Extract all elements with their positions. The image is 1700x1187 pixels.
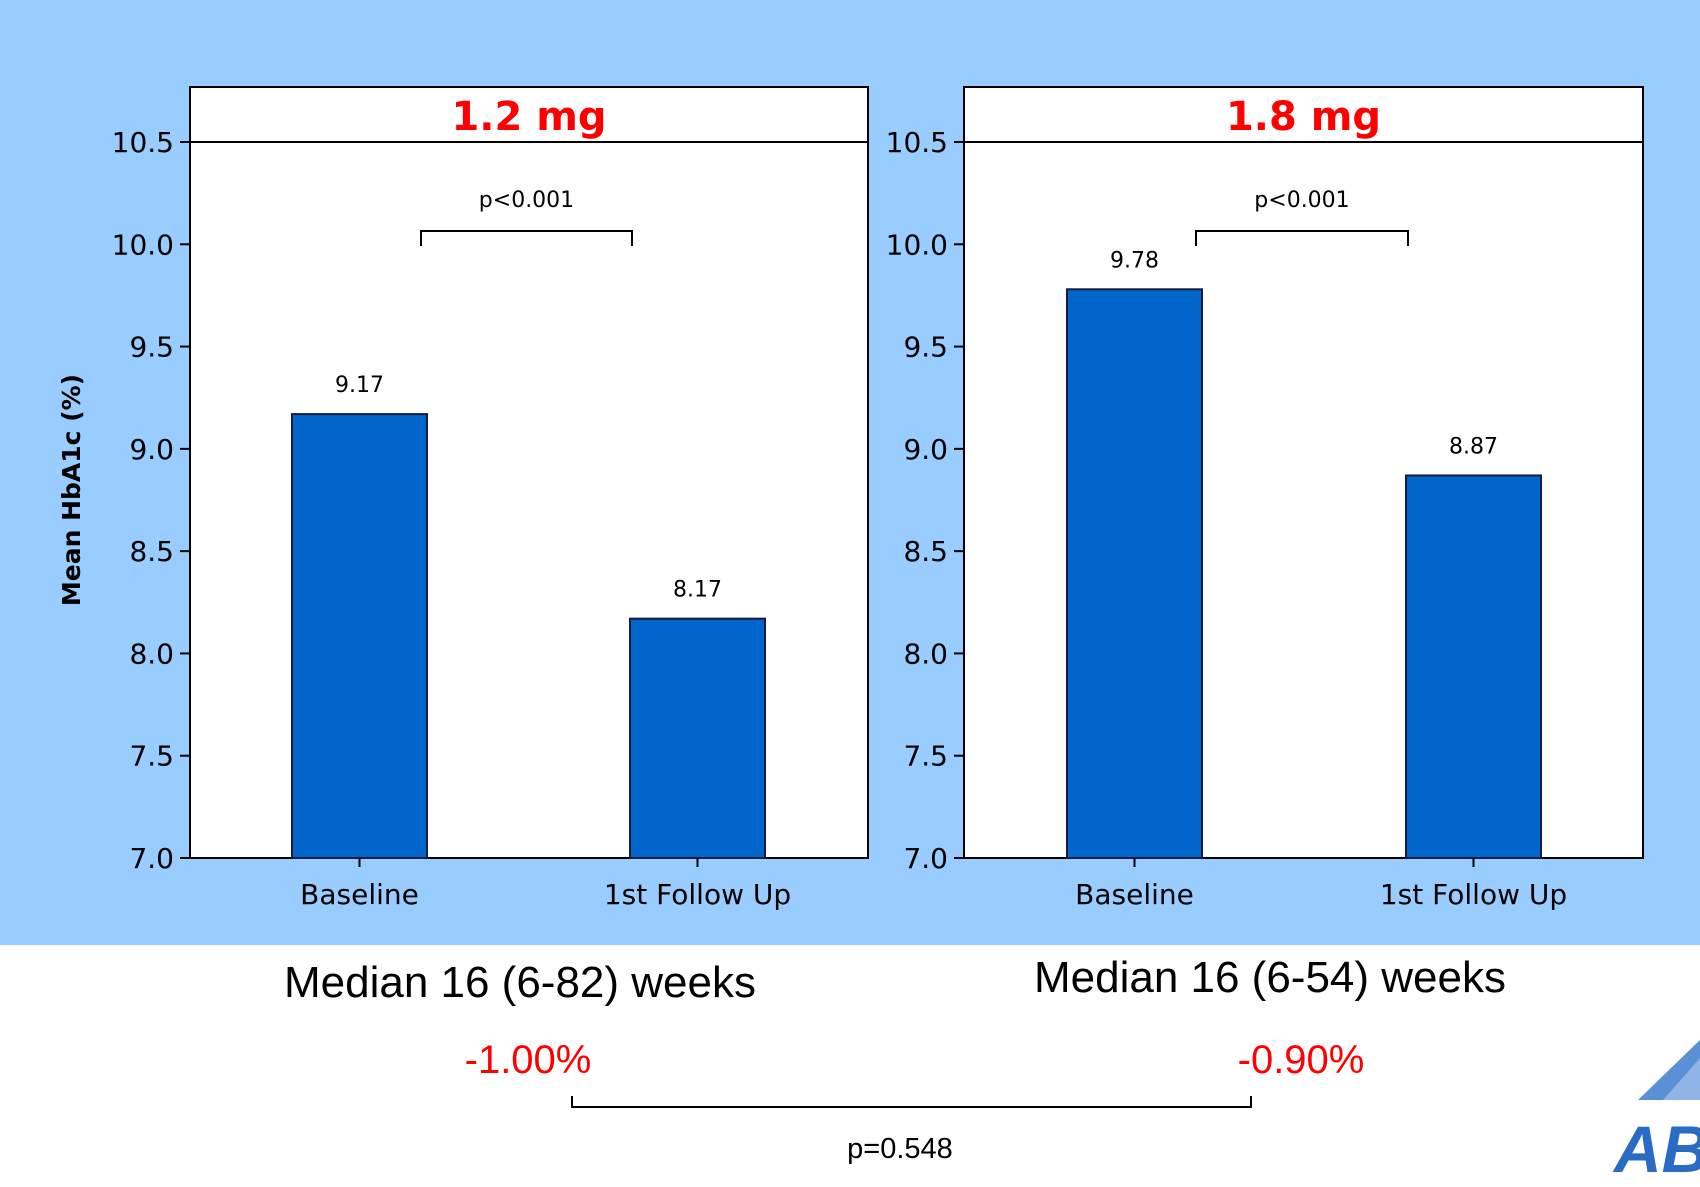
chart-panel-1-2mg: 1.2 mg 7.0 7.5 8.0 8.5 9.0 9.5 10.0 10.5 9.17 Base…: [57, 86, 869, 911]
right-duration-label: Median 16 (6-54) weeks: [1033, 953, 1506, 1002]
y-tick-label: 9.0: [903, 433, 948, 466]
y-tick-label: 10.0: [112, 228, 174, 261]
chart-area: 1.2 mg 7.0 7.5 8.0 8.5 9.0 9.5 10.0 10.5 9.17 Base…: [57, 86, 1644, 911]
y-tick-label: 9.0: [129, 433, 174, 466]
significance-bracket: [1195, 230, 1409, 246]
y-tick-label: 8.0: [903, 637, 948, 670]
y-tick-label: 9.5: [903, 331, 948, 364]
svg-text:ABC: ABC: [1612, 1112, 1700, 1186]
bar: [1405, 474, 1542, 859]
panel-title: 1.8 mg: [1226, 94, 1381, 140]
bar: [629, 617, 766, 859]
left-change-label: -1.00%: [464, 1038, 592, 1082]
significance-label: p<0.001: [479, 188, 574, 213]
y-tick-label: 10.0: [886, 228, 948, 261]
bar: [1066, 288, 1203, 859]
bar-data-label: 8.17: [673, 578, 722, 603]
significance-label: p<0.001: [1254, 188, 1349, 213]
x-tick-label: Baseline: [1075, 878, 1194, 911]
y-tick-label: 7.5: [129, 740, 174, 773]
y-tick-label: 9.5: [129, 331, 174, 364]
y-tick-label: 7.0: [903, 842, 948, 875]
significance-bracket: [420, 230, 633, 246]
right-change-label: -0.90%: [1237, 1038, 1365, 1082]
y-tick-label: 10.5: [886, 126, 948, 159]
chart-panel-1-8mg: 1.8 mg 7.0 7.5 8.0 8.5 9.0 9.5 10.0 10.5 9.78 Base…: [886, 86, 1644, 911]
y-tick-label: 7.5: [903, 740, 948, 773]
bar-data-label: 9.17: [335, 373, 384, 398]
y-tick-label: 7.0: [129, 842, 174, 875]
x-tick-label: Baseline: [300, 878, 419, 911]
y-tick-label: 8.0: [129, 637, 174, 670]
overall-p-value: p=0.548: [847, 1133, 953, 1165]
y-tick-label: 10.5: [112, 126, 174, 159]
y-tick-label: 8.5: [903, 535, 948, 568]
left-duration-label: Median 16 (6-82) weeks: [283, 958, 756, 1007]
x-tick-label: 1st Follow Up: [1380, 878, 1567, 911]
x-tick-label: 1st Follow Up: [604, 878, 791, 911]
panel-title: 1.2 mg: [451, 94, 606, 140]
bar-data-label: 8.87: [1449, 434, 1498, 459]
y-axis-label: Mean HbA1c (%): [57, 374, 86, 606]
abc-logo: ABC: [1612, 1040, 1700, 1186]
y-tick-label: 8.5: [129, 535, 174, 568]
bar: [291, 413, 428, 859]
bar-data-label: 9.78: [1110, 248, 1159, 273]
